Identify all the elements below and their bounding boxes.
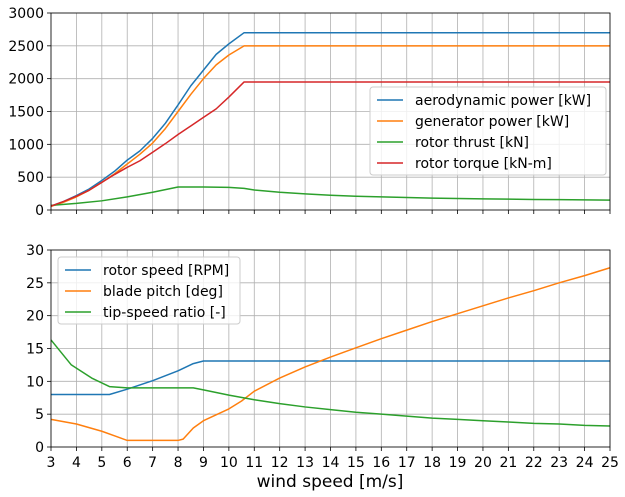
- x-tick-label: 17: [398, 455, 416, 471]
- x-tick-label: 19: [449, 455, 467, 471]
- x-tick-label: 4: [72, 455, 81, 471]
- y-tick-label: 5: [35, 407, 44, 423]
- y-tick-label: 0: [35, 440, 44, 456]
- y-tick-label: 10: [26, 374, 44, 390]
- series-group: [50, 267, 611, 442]
- x-tick-label: 9: [199, 455, 208, 471]
- x-tick-label: 10: [220, 455, 238, 471]
- series-line-0: [50, 31, 610, 207]
- x-tick-label: 18: [423, 455, 441, 471]
- x-tick-label: 22: [525, 455, 543, 471]
- x-tick-label: 6: [123, 455, 132, 471]
- series-group: [50, 31, 611, 208]
- x-tick-label: 15: [347, 455, 365, 471]
- y-tick-label: 3000: [8, 6, 44, 22]
- series-line-2: [50, 339, 611, 427]
- legend-frame: [57, 256, 241, 325]
- y-tick-label: 500: [17, 170, 44, 186]
- x-tick-label: 21: [499, 455, 517, 471]
- y-tick-label: 0: [35, 203, 44, 219]
- legend-label-1: blade pitch [deg]: [103, 284, 223, 300]
- y-tick-label: 25: [26, 276, 44, 292]
- legend-label-2: rotor thrust [kN]: [415, 135, 529, 151]
- x-tick-label: 11: [245, 455, 263, 471]
- series-line-0: [51, 360, 610, 396]
- x-axis-title: wind speed [m/s]: [257, 472, 404, 492]
- x-tick-label: 8: [174, 455, 183, 471]
- x-ticks: [50, 210, 611, 214]
- x-tick-label: 7: [148, 455, 157, 471]
- x-tick-label: 14: [322, 455, 340, 471]
- x-tick-label: 5: [97, 455, 106, 471]
- series-line-3: [50, 81, 610, 207]
- top-panel-power-thrust-torque: 0 500 1000 1500 2000 2500 3000 aerodynamic powe…: [8, 6, 611, 219]
- y-tick-label: 1500: [8, 105, 44, 121]
- y-ticks: 0 5 10 15 20 25 30: [26, 243, 51, 456]
- x-tick-label: 25: [601, 455, 619, 471]
- legend-label-0: rotor speed [RPM]: [103, 263, 229, 279]
- x-ticks: 3 4 5 6 7 8 9 10 11 12 13 14 15 16 17 18 19 20 21 22 23 24 25: [47, 447, 619, 471]
- y-tick-label: 30: [26, 243, 44, 259]
- legend-label-3: rotor torque [kN-m]: [415, 156, 552, 172]
- y-tick-label: 2000: [8, 72, 44, 88]
- x-tick-label: 24: [576, 455, 594, 471]
- legend: rotor speed [RPM] blade pitch [deg] tip-sp…: [57, 256, 241, 325]
- legend-frame: [369, 86, 607, 176]
- y-tick-label: 20: [26, 309, 44, 325]
- legend-label-0: aerodynamic power [kW]: [415, 93, 591, 109]
- y-tick-label: 2500: [8, 39, 44, 55]
- x-tick-label: 3: [47, 455, 56, 471]
- bottom-panel-speed-pitch-tsr: 3 4 5 6 7 8 9 10 11 12 13 14 15 16 17 18 19 20 21 22 23 24 250…: [26, 243, 619, 471]
- legend: aerodynamic power [kW] generator power [k…: [369, 86, 607, 176]
- x-tick-label: 16: [372, 455, 390, 471]
- series-line-2: [50, 186, 611, 207]
- y-tick-label: 15: [26, 342, 44, 358]
- legend-label-2: tip-speed ratio [-]: [103, 305, 226, 321]
- legend-label-1: generator power [kW]: [415, 114, 569, 130]
- y-tick-label: 1000: [8, 137, 44, 153]
- y-ticks: 0 500 1000 1500 2000 2500 3000: [8, 6, 51, 219]
- x-tick-label: 13: [296, 455, 314, 471]
- series-line-1: [50, 267, 611, 442]
- x-tick-label: 20: [474, 455, 492, 471]
- x-tick-label: 12: [271, 455, 289, 471]
- x-tick-label: 23: [550, 455, 568, 471]
